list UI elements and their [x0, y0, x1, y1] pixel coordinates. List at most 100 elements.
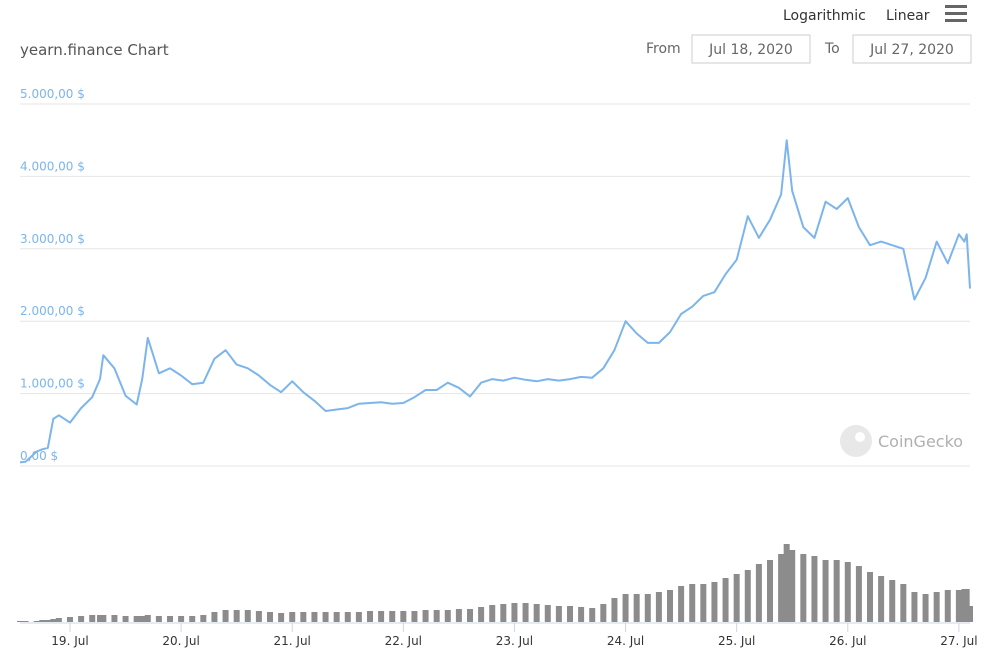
volume-bar [444, 610, 451, 622]
volume-bar [97, 615, 103, 622]
volume-bar [200, 615, 207, 622]
volume-bar [955, 590, 962, 622]
volume-bar [433, 610, 440, 622]
volume-bar [244, 610, 251, 622]
watermark: CoinGecko [878, 432, 963, 451]
x-tick-label: 27. Jul [940, 634, 977, 648]
volume-bar [411, 611, 418, 622]
from-label: From [646, 41, 681, 57]
to-date[interactable]: Jul 27, 2020 [869, 42, 954, 58]
linear-button[interactable]: Linear [886, 8, 930, 24]
y-tick-label: 0,00 $ [20, 449, 58, 463]
log-button[interactable]: Logarithmic [783, 8, 866, 24]
volume-bar [17, 621, 23, 622]
volume-bar [555, 606, 562, 622]
from-date[interactable]: Jul 18, 2020 [708, 42, 793, 58]
volume-bar [189, 616, 196, 622]
volume-bar [489, 605, 496, 622]
x-tick-label: 19. Jul [51, 634, 88, 648]
volume-bar [811, 556, 818, 622]
watermark-logo [840, 425, 872, 457]
volume-bar [667, 590, 673, 622]
volume-bar [478, 607, 485, 622]
volume-bar [967, 606, 973, 622]
y-tick-label: 5.000,00 $ [20, 87, 85, 101]
x-tick-label: 21. Jul [274, 634, 311, 648]
to-label: To [824, 41, 840, 57]
volume-bar [589, 608, 596, 622]
menu-icon[interactable] [945, 5, 967, 22]
volume-bar [611, 598, 618, 622]
volume-bar [344, 612, 351, 622]
volume-bar [355, 612, 362, 622]
volume-bar [50, 619, 57, 622]
volume-bar [911, 592, 918, 622]
volume-bar [367, 611, 373, 622]
y-tick-label: 3.000,00 $ [20, 232, 85, 246]
volume-bar [689, 584, 696, 622]
volume-bar [211, 612, 218, 622]
volume-bar [533, 604, 540, 622]
volume-bar [322, 612, 329, 622]
volume-bar [89, 615, 96, 622]
x-tick-label: 25. Jul [718, 634, 755, 648]
volume-bar [833, 560, 840, 622]
to-input[interactable] [852, 34, 972, 64]
volume-bar [133, 616, 140, 622]
x-tick-label: 26. Jul [829, 634, 866, 648]
volume-bar [544, 605, 551, 622]
volume-bar [144, 615, 151, 622]
volume-bar [633, 594, 640, 622]
x-tick-label: 24. Jul [607, 634, 644, 648]
volume-bar [578, 607, 585, 622]
volume-bar [55, 618, 62, 622]
chart-title: yearn.finance Chart [20, 41, 169, 59]
volume-bar [333, 612, 340, 622]
y-tick-label: 4.000,00 $ [20, 159, 85, 173]
volume-bar [111, 615, 118, 622]
volume-bar [855, 566, 862, 622]
volume-bar [844, 562, 851, 622]
x-tick-label: 22. Jul [385, 634, 422, 648]
volume-bar [278, 613, 285, 622]
volume-bar [700, 584, 707, 622]
volume-bar [178, 616, 185, 622]
volume-bar [267, 612, 273, 622]
y-tick-label: 1.000,00 $ [20, 377, 85, 391]
volume-bar [900, 584, 907, 622]
volume-bar [78, 616, 85, 622]
volume-bar [155, 616, 162, 622]
volume-bar [878, 576, 885, 622]
volume-bar [678, 586, 685, 622]
volume-bar [867, 572, 873, 622]
volume-bar [783, 544, 790, 622]
volume-bar [889, 580, 896, 622]
volume-bar [922, 594, 929, 622]
x-tick-label: 20. Jul [162, 634, 199, 648]
volume-bar [222, 610, 229, 622]
volume-bar [233, 610, 240, 622]
volume-bar [67, 617, 73, 622]
from-input[interactable] [691, 34, 811, 64]
volume-bar [389, 611, 396, 622]
volume-bar [822, 560, 829, 622]
volume-bar [755, 564, 762, 622]
volume-bar [800, 554, 807, 622]
volume-bar [300, 612, 307, 622]
volume-bar [311, 612, 318, 622]
volume-bar [500, 604, 507, 622]
volume-bar [122, 616, 129, 622]
volume-bar [744, 570, 751, 622]
volume-bar [167, 616, 173, 622]
volume-bar [255, 611, 262, 622]
volume-bar [422, 610, 429, 622]
volume-bar [711, 582, 718, 622]
volume-bar [39, 620, 46, 622]
price-line [19, 139, 971, 464]
volume-bar [567, 606, 573, 622]
volume-bar [622, 594, 629, 622]
volume-bar [722, 578, 729, 622]
volume-bar [778, 554, 785, 622]
volume-bar [733, 574, 740, 622]
